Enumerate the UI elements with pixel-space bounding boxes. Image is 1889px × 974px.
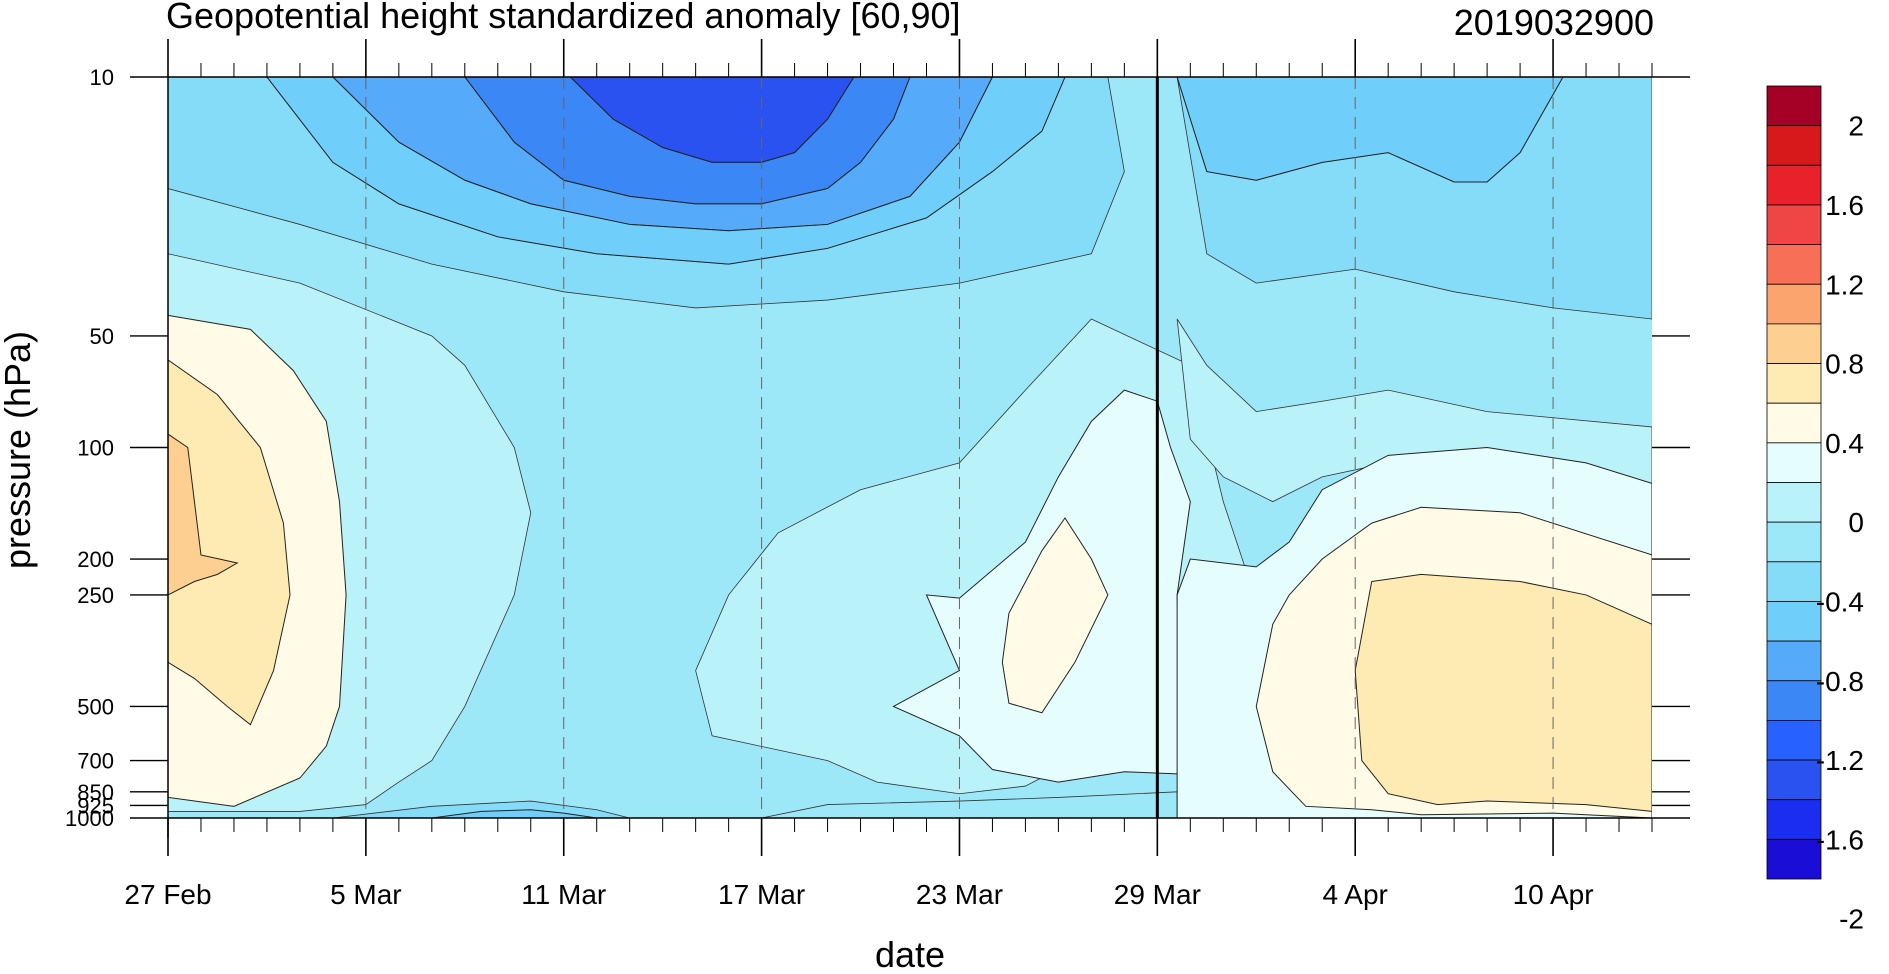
y-tick-label-3: 200 bbox=[77, 547, 114, 572]
y-tick-label-8: 925 bbox=[77, 793, 114, 818]
contour-region-7 bbox=[168, 359, 291, 726]
colorbar-segment-7 bbox=[1766, 363, 1822, 404]
colorbar-label-4: 0.4 bbox=[1825, 428, 1864, 459]
colorbar-segment-13 bbox=[1766, 601, 1822, 642]
colorbar-segment-1 bbox=[1766, 125, 1822, 166]
colorbar-segment-8 bbox=[1766, 402, 1822, 444]
colorbar-segment-11 bbox=[1766, 521, 1822, 563]
x-tick-label-3: 17 Mar bbox=[718, 879, 805, 910]
colorbar-segment-0 bbox=[1766, 85, 1822, 127]
colorbar-segment-18 bbox=[1766, 799, 1822, 840]
contour-fills bbox=[168, 77, 1652, 818]
colorbar-label-7: -0.8 bbox=[1816, 666, 1864, 697]
colorbar-label-3: 0.8 bbox=[1825, 349, 1864, 380]
x-tick-label-1: 5 Mar bbox=[330, 879, 402, 910]
y-tick-label-4: 250 bbox=[77, 583, 114, 608]
colorbar-label-10: -2 bbox=[1839, 904, 1864, 935]
contour-band-texture-6 bbox=[761, 791, 1178, 818]
colorbar-segment-15 bbox=[1766, 680, 1822, 721]
colorbar-segment-6 bbox=[1766, 323, 1822, 364]
colorbar-label-5: 0 bbox=[1848, 507, 1864, 538]
y-tick-label-0: 10 bbox=[90, 65, 114, 90]
y-tick-label-6: 700 bbox=[77, 749, 114, 774]
colorbar-segment-4 bbox=[1766, 244, 1822, 285]
colorbar-segment-10 bbox=[1766, 482, 1822, 523]
colorbar-segment-16 bbox=[1766, 720, 1822, 761]
contour-region-10 bbox=[1001, 517, 1109, 714]
y-tick-label-1: 50 bbox=[90, 324, 114, 349]
y-axis-title: pressure (hPa) bbox=[0, 331, 38, 569]
y-tick-label-2: 100 bbox=[77, 436, 114, 461]
x-tick-label-7: 10 Apr bbox=[1513, 879, 1594, 910]
colorbar-segment-3 bbox=[1766, 204, 1822, 245]
x-tick-label-5: 29 Mar bbox=[1114, 879, 1201, 910]
colorbar-segment-14 bbox=[1766, 640, 1822, 682]
colorbar-label-2: 1.2 bbox=[1825, 269, 1864, 300]
y-tick-label-7: 850 bbox=[77, 780, 114, 805]
colorbar-label-9: -1.6 bbox=[1816, 824, 1864, 855]
x-tick-label-4: 23 Mar bbox=[916, 879, 1003, 910]
run-label: 2019032900 bbox=[1454, 2, 1654, 43]
colorbar-segment-19 bbox=[1766, 838, 1822, 880]
colorbar-segment-12 bbox=[1766, 561, 1822, 602]
axes: 27 Feb 5 Mar 11 Mar 17 Mar 23 Mar 29 Mar 4 Apr… bbox=[65, 39, 1690, 910]
colorbar-label-0: 2 bbox=[1848, 111, 1864, 142]
x-tick-label-6: 4 Apr bbox=[1323, 879, 1388, 910]
x-axis-title: date bbox=[875, 934, 945, 969]
y-tick-label-9: 1000 bbox=[65, 806, 114, 831]
contour-region-5 bbox=[431, 809, 597, 818]
colorbar-segment-5 bbox=[1766, 283, 1822, 325]
colorbar-label-6: -0.4 bbox=[1816, 586, 1864, 617]
contour-region-13 bbox=[1354, 573, 1652, 812]
x-tick-label-2: 11 Mar bbox=[521, 879, 606, 910]
chart-title: Geopotential height standardized anomaly… bbox=[166, 0, 961, 36]
colorbar-label-8: -1.2 bbox=[1816, 745, 1864, 776]
contour-region-8 bbox=[168, 433, 239, 596]
colorbar-segment-17 bbox=[1766, 759, 1822, 801]
contour-region-4 bbox=[1176, 77, 1564, 183]
contour-region-3 bbox=[266, 77, 1066, 265]
plot-area bbox=[168, 77, 1652, 818]
x-tick-label-0: 27 Feb bbox=[124, 879, 211, 910]
colorbar-label-1: 1.6 bbox=[1825, 190, 1864, 221]
colorbar-segment-9 bbox=[1766, 442, 1822, 483]
y-tick-label-5: 500 bbox=[77, 694, 114, 719]
colorbar-segment-2 bbox=[1766, 164, 1822, 206]
colorbar: 2 1.6 1.2 0.8 0.4 0 -0.4 -0.8 -1.2 -1.6 -2 bbox=[1766, 85, 1864, 935]
